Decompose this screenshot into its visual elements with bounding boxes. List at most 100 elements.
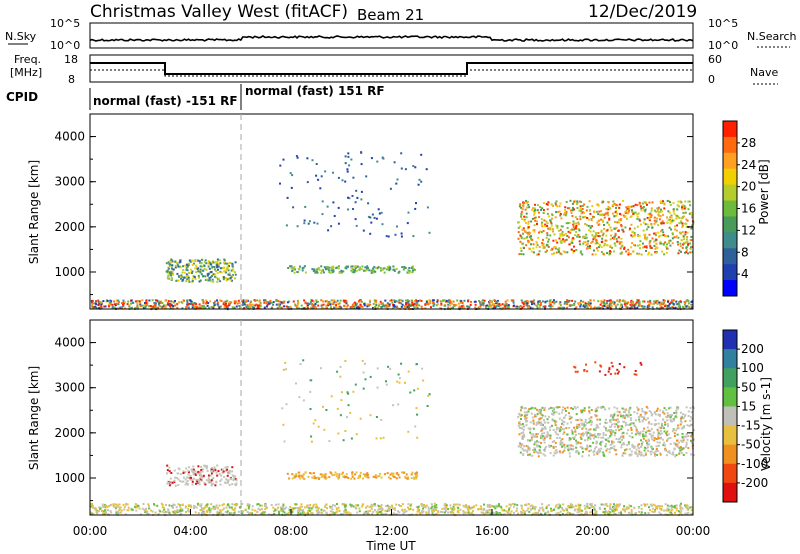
velocity-point bbox=[246, 511, 249, 513]
power-point bbox=[214, 273, 217, 276]
power-point bbox=[582, 241, 585, 244]
velocity-point bbox=[277, 503, 280, 506]
power-point bbox=[340, 307, 343, 310]
velocity-point bbox=[646, 446, 649, 449]
velocity-point bbox=[211, 467, 214, 470]
velocity-point bbox=[103, 511, 106, 514]
velocity-point bbox=[275, 508, 278, 511]
power-point bbox=[316, 222, 319, 225]
power-point bbox=[627, 301, 630, 304]
power-point bbox=[170, 276, 173, 279]
power-point bbox=[656, 302, 659, 305]
power-point bbox=[395, 268, 398, 270]
power-point bbox=[303, 222, 306, 225]
power-point bbox=[126, 303, 129, 306]
velocity-point bbox=[634, 433, 637, 436]
power-point bbox=[211, 260, 214, 263]
velocity-point bbox=[631, 445, 634, 448]
velocity-point bbox=[325, 476, 328, 479]
velocity-point bbox=[398, 381, 401, 384]
power-point bbox=[644, 237, 646, 240]
velocity-point bbox=[302, 512, 305, 515]
velocity-point bbox=[554, 421, 557, 424]
power-point bbox=[104, 305, 107, 308]
velocity-point bbox=[166, 482, 169, 485]
power-point bbox=[115, 302, 118, 305]
power-point bbox=[393, 299, 396, 302]
power-point bbox=[161, 302, 164, 304]
power-point bbox=[473, 300, 476, 303]
power-point bbox=[306, 302, 309, 305]
power-point bbox=[659, 303, 661, 306]
velocity-point bbox=[637, 432, 640, 435]
power-point bbox=[459, 306, 462, 309]
velocity-point bbox=[554, 505, 557, 508]
velocity-point bbox=[362, 477, 364, 480]
velocity-point bbox=[545, 505, 548, 508]
power-point bbox=[355, 189, 358, 192]
power-point bbox=[619, 252, 622, 255]
velocity-point bbox=[630, 510, 633, 513]
power-point bbox=[575, 306, 578, 309]
power-point bbox=[648, 242, 651, 245]
power-point bbox=[243, 301, 246, 303]
velocity-point bbox=[670, 509, 673, 512]
velocity-point bbox=[171, 510, 174, 513]
power-point bbox=[597, 213, 600, 216]
velocity-point bbox=[146, 510, 149, 513]
power-point bbox=[673, 236, 676, 239]
colorbar-cell bbox=[723, 121, 737, 138]
velocity-point bbox=[630, 505, 633, 508]
power-point bbox=[595, 239, 598, 242]
velocity-point bbox=[233, 475, 236, 478]
velocity-point bbox=[188, 472, 190, 475]
power-point bbox=[317, 300, 319, 303]
velocity-point bbox=[593, 453, 596, 456]
power-point bbox=[606, 300, 609, 302]
power-point bbox=[413, 268, 416, 271]
velocity-point bbox=[236, 503, 239, 506]
power-point bbox=[629, 227, 631, 230]
velocity-point bbox=[679, 507, 682, 510]
velocity-point bbox=[362, 473, 365, 476]
velocity-point bbox=[297, 506, 300, 509]
power-point bbox=[579, 205, 582, 208]
power-point bbox=[246, 304, 249, 307]
power-point bbox=[405, 302, 407, 305]
power-point bbox=[177, 265, 180, 268]
power-point bbox=[198, 280, 201, 283]
power-point bbox=[227, 273, 230, 276]
velocity-point bbox=[330, 395, 333, 398]
velocity-point bbox=[618, 511, 621, 514]
power-point bbox=[601, 240, 604, 243]
power-point bbox=[186, 263, 188, 266]
power-point bbox=[594, 253, 597, 256]
velocity-point bbox=[526, 420, 529, 423]
velocity-point bbox=[138, 507, 141, 510]
power-point bbox=[550, 221, 552, 224]
power-point bbox=[685, 305, 688, 308]
power-point bbox=[228, 301, 231, 303]
velocity-point bbox=[651, 510, 654, 513]
power-point bbox=[415, 305, 418, 308]
velocity-point bbox=[671, 513, 673, 516]
power-point bbox=[669, 216, 671, 219]
velocity-point bbox=[538, 449, 541, 452]
power-point bbox=[396, 178, 399, 181]
power-point bbox=[677, 302, 680, 305]
velocity-point bbox=[667, 433, 670, 436]
power-point bbox=[296, 299, 299, 302]
power-point bbox=[225, 305, 228, 308]
velocity-point bbox=[256, 510, 259, 513]
velocity-point bbox=[344, 476, 346, 479]
velocity-point bbox=[216, 507, 219, 510]
velocity-point bbox=[572, 445, 575, 448]
velocity-point bbox=[374, 509, 376, 512]
velocity-point bbox=[161, 503, 164, 506]
power-point bbox=[592, 238, 595, 241]
power-point bbox=[279, 164, 282, 167]
power-point bbox=[368, 299, 371, 302]
velocity-point bbox=[211, 483, 214, 486]
velocity-point bbox=[644, 453, 647, 456]
power-point bbox=[654, 221, 657, 224]
